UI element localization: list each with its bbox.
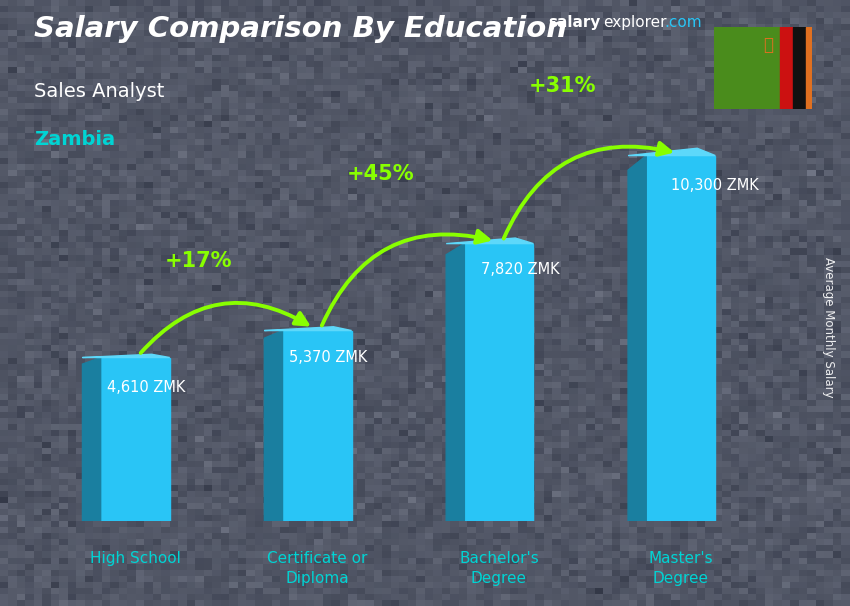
Polygon shape — [628, 148, 716, 156]
Bar — [806, 27, 819, 109]
Text: Master's
Degree: Master's Degree — [649, 551, 713, 586]
Polygon shape — [446, 238, 534, 244]
Text: .com: .com — [665, 15, 702, 30]
Text: Sales Analyst: Sales Analyst — [34, 82, 164, 101]
Bar — [793, 27, 806, 109]
Text: Bachelor's
Degree: Bachelor's Degree — [459, 551, 539, 586]
Polygon shape — [282, 330, 352, 521]
Text: 🦅: 🦅 — [762, 36, 773, 54]
Polygon shape — [446, 244, 464, 521]
Text: salary: salary — [548, 15, 601, 30]
Text: Average Monthly Salary: Average Monthly Salary — [822, 257, 836, 398]
Polygon shape — [100, 358, 170, 521]
Text: explorer: explorer — [604, 15, 667, 30]
Text: +17%: +17% — [165, 251, 233, 271]
Polygon shape — [646, 156, 716, 521]
Text: 7,820 ZMK: 7,820 ZMK — [481, 262, 560, 278]
Polygon shape — [464, 244, 534, 521]
Text: High School: High School — [90, 551, 181, 566]
Polygon shape — [264, 330, 282, 521]
Polygon shape — [82, 358, 100, 521]
Text: 10,300 ZMK: 10,300 ZMK — [672, 178, 759, 193]
Polygon shape — [82, 355, 170, 358]
Text: Salary Comparison By Education: Salary Comparison By Education — [34, 15, 567, 43]
Text: +45%: +45% — [347, 164, 415, 184]
Bar — [780, 27, 793, 109]
Text: +31%: +31% — [529, 76, 597, 96]
Text: 4,610 ZMK: 4,610 ZMK — [107, 380, 185, 395]
Polygon shape — [628, 156, 646, 521]
Text: 5,370 ZMK: 5,370 ZMK — [289, 350, 367, 365]
Text: Certificate or
Diploma: Certificate or Diploma — [267, 551, 367, 586]
Polygon shape — [264, 327, 352, 330]
Text: Zambia: Zambia — [34, 130, 115, 149]
